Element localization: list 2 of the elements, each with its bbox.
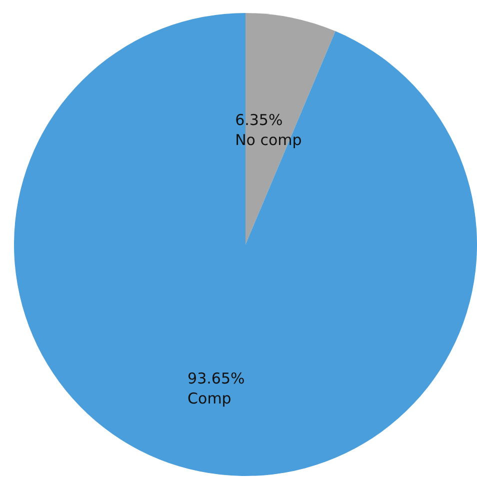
- data-label: 93.65%: [188, 370, 245, 388]
- slice-label: Comp: [188, 390, 232, 408]
